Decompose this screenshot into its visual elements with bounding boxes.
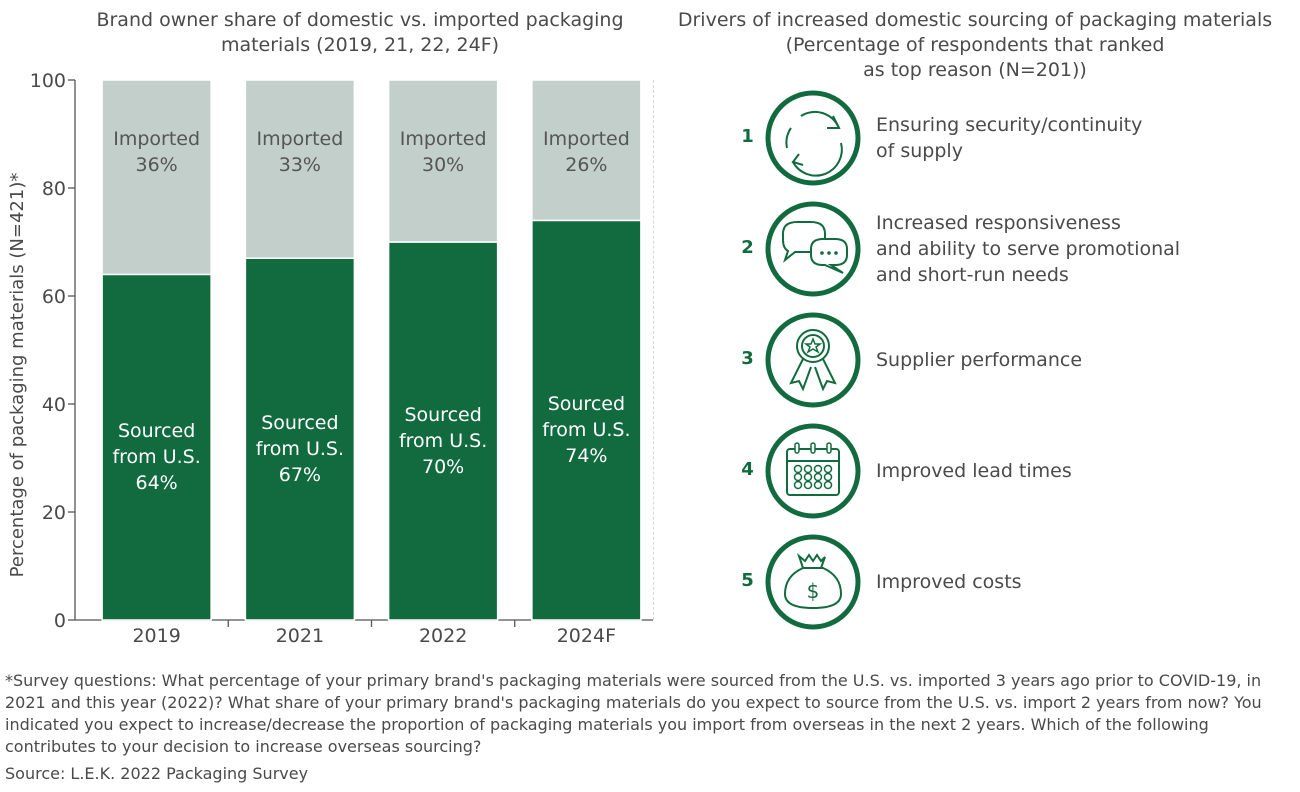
calendar-icon <box>763 421 863 521</box>
right-title-line: Drivers of increased domestic sourcing o… <box>677 9 1273 31</box>
y-tick-label: 20 <box>42 502 66 524</box>
segment-label: Sourced <box>118 420 195 442</box>
left-chart-title: Brand owner share of domestic vs. import… <box>96 9 624 56</box>
segment-label: Sourced <box>404 404 481 426</box>
driver-text-line: Supplier performance <box>876 349 1083 371</box>
bar-segment-domestic <box>387 241 499 621</box>
bar-segment-imported <box>387 79 499 243</box>
driver-text-line: and short-run needs <box>876 264 1069 286</box>
y-tick-label: 60 <box>42 286 66 308</box>
driver-item: 5 $ Improved costs <box>735 532 1295 632</box>
data-label: 64% <box>136 472 178 494</box>
right-title-line: (Percentage of respondents that ranked <box>785 34 1165 56</box>
segment-label: from U.S. <box>112 446 200 468</box>
x-tick-label: 2019 <box>132 625 180 647</box>
driver-item: 1 Ensuring security/continuity of supply <box>735 88 1295 188</box>
bar-segment-domestic <box>244 257 356 621</box>
x-tick-label: 2021 <box>276 625 324 647</box>
panel-divider <box>653 80 654 620</box>
data-label: 74% <box>565 445 607 467</box>
bar-segment-imported <box>244 79 356 259</box>
segment-label: Sourced <box>261 412 338 434</box>
x-tick-label: 2022 <box>419 625 467 647</box>
y-axis-label: Percentage of packaging materials (N=421… <box>7 173 28 578</box>
segment-label: from U.S. <box>399 430 487 452</box>
driver-text: Increased responsiveness and ability to s… <box>876 210 1296 288</box>
driver-text-line: and ability to serve promotional <box>876 238 1181 260</box>
chat-bubbles-icon <box>763 199 863 299</box>
driver-text-line: Increased responsiveness <box>876 212 1121 234</box>
driver-text: Supplier performance <box>876 347 1296 373</box>
segment-label: Imported <box>256 128 343 150</box>
y-tick-label: 40 <box>42 394 66 416</box>
driver-item: 4 Improved lead times <box>735 421 1295 521</box>
driver-rank: 5 <box>741 570 754 591</box>
bar-segment-domestic <box>531 219 642 621</box>
bar-segment-domestic <box>101 273 212 621</box>
y-tick-label: 100 <box>30 70 66 92</box>
data-label: 67% <box>279 464 321 486</box>
money-bag-icon: $ <box>763 532 863 632</box>
data-label: 30% <box>422 154 464 176</box>
driver-text-line: Improved lead times <box>876 460 1072 482</box>
footnote: *Survey questions: What percentage of yo… <box>5 671 1262 756</box>
bar-segment-imported <box>101 79 212 276</box>
y-tick-label: 80 <box>42 178 66 200</box>
segment-label: Imported <box>543 128 630 150</box>
data-label: 26% <box>565 154 607 176</box>
svg-text:$: $ <box>807 579 820 603</box>
bar-segment-imported <box>531 79 642 222</box>
driver-rank: 2 <box>741 237 754 258</box>
right-title-line: as top reason (N=201)) <box>863 59 1087 81</box>
data-label: 36% <box>136 154 178 176</box>
segment-label: Imported <box>400 128 487 150</box>
right-panel-title: Drivers of increased domestic sourcing o… <box>655 8 1295 83</box>
driver-rank: 3 <box>741 348 754 369</box>
driver-text-line: of supply <box>876 140 963 162</box>
data-label: 33% <box>279 154 321 176</box>
data-label: 70% <box>422 456 464 478</box>
driver-text: Improved costs <box>876 569 1296 595</box>
driver-text-line: Ensuring security/continuity <box>876 114 1143 136</box>
y-tick-label: 0 <box>54 610 66 632</box>
driver-text: Improved lead times <box>876 458 1296 484</box>
source-note: Source: L.E.K. 2022 Packaging Survey <box>5 764 309 783</box>
driver-text: Ensuring security/continuity of supply <box>876 112 1296 164</box>
award-ribbon-icon <box>763 310 863 410</box>
driver-rank: 4 <box>741 459 754 480</box>
segment-label: from U.S. <box>542 419 630 441</box>
x-tick-label: 2024F <box>557 625 616 647</box>
stacked-bar-chart: 0 20 40 60 80 100 Percentage of packaging mate… <box>7 70 653 647</box>
driver-item: 3 Supplier performance <box>735 310 1295 410</box>
driver-rank: 1 <box>741 126 754 147</box>
driver-text-line: Improved costs <box>876 571 1022 593</box>
segment-label: from U.S. <box>256 438 344 460</box>
segment-label: Imported <box>113 128 200 150</box>
driver-item: 2 Increased responsiveness and ability to … <box>735 199 1295 299</box>
segment-label: Sourced <box>548 393 625 415</box>
refresh-cycle-icon <box>763 88 863 188</box>
